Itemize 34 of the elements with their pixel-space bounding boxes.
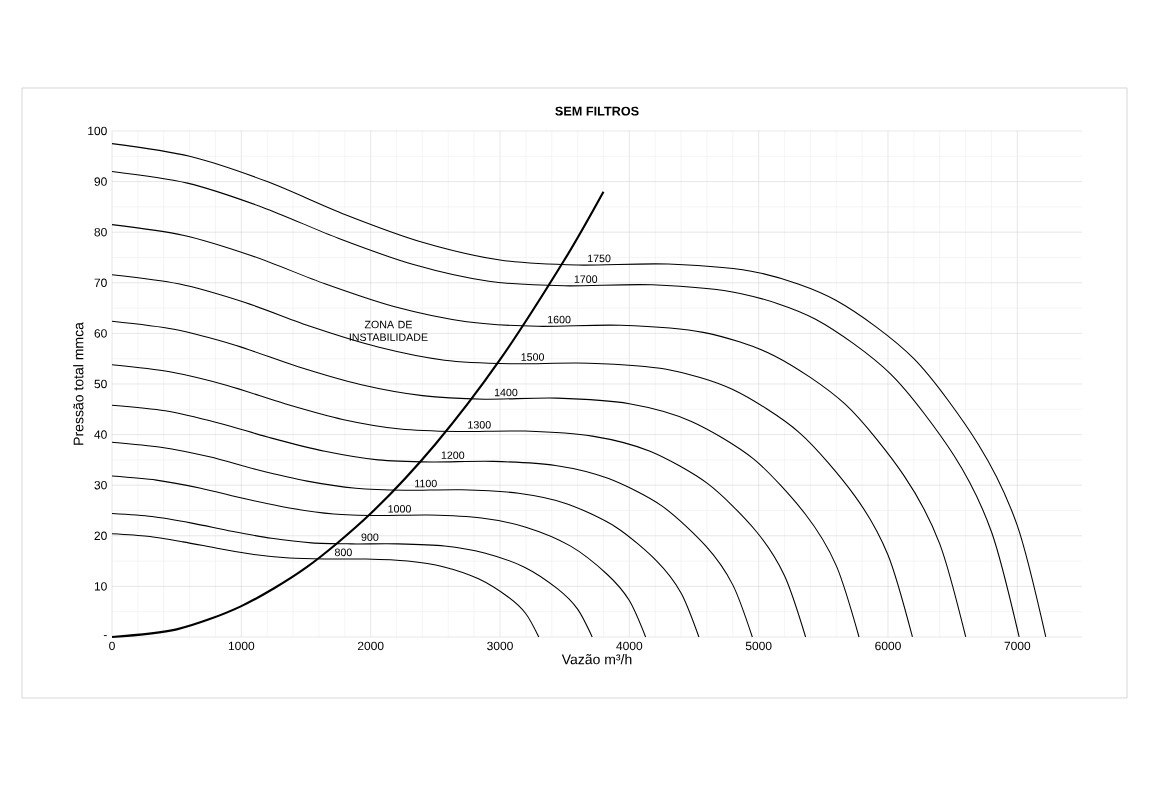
y-tick-label: 50 [94,379,107,389]
series-label: 800 [334,548,352,557]
y-tick-label: - [103,635,107,637]
series-label: 1700 [574,275,598,283]
x-tick-label: 6000 [875,641,901,651]
y-tick-label: 70 [94,278,107,288]
x-tick-label: 1000 [228,641,255,651]
series-label: 900 [361,533,379,541]
annotation: ZONA DE INSTABILIDADE [349,320,428,341]
series-label: 1000 [388,505,411,513]
series-label: 1500 [521,353,545,361]
x-axis-title: Vazão m³/h [561,654,632,665]
y-tick-label: 60 [94,329,107,338]
x-tick-label: 4000 [616,641,643,651]
x-tick-label: 3000 [487,641,513,651]
series-label: 1100 [415,479,437,488]
y-tick-label: 20 [94,531,107,541]
y-tick-label: 10 [94,582,107,591]
series-label: 1300 [468,421,491,429]
x-tick-label: 0 [109,641,115,651]
chart-title: SEM FILTROS [555,106,639,116]
y-tick-label: 40 [94,430,107,439]
series-label: 1200 [441,451,465,459]
x-tick-label: 5000 [745,641,772,651]
y-tick-label: 90 [94,177,107,186]
series-label: 1600 [548,315,571,324]
y-tick-label: 30 [94,480,107,490]
x-tick-label: 2000 [357,641,384,651]
series-label: 1750 [588,254,611,263]
y-axis-title: Pressão total mmca [73,322,84,445]
x-tick-label: 7000 [1004,641,1031,651]
y-tick-label: 80 [94,227,107,237]
series-label: 1400 [494,388,518,397]
y-tick-label: 100 [88,126,107,136]
